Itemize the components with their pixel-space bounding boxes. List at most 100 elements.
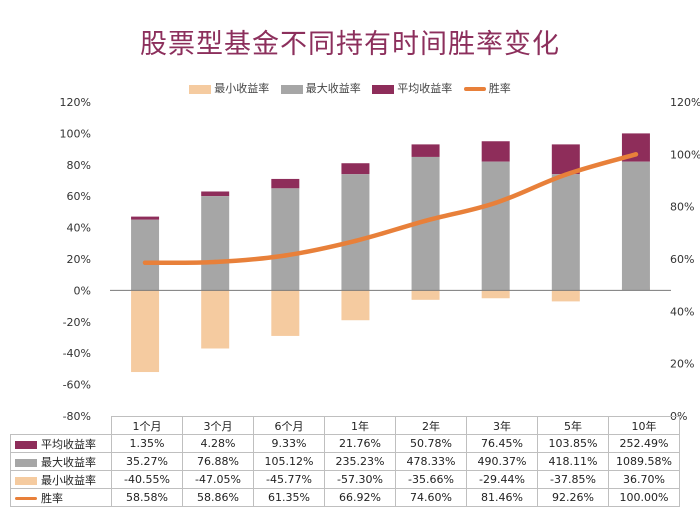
winrate-point	[142, 260, 148, 265]
table-row-label: 平均收益率	[10, 434, 112, 453]
table-cell: 66.92%	[324, 488, 396, 507]
table-row-label: 最小收益率	[10, 470, 112, 489]
bar-min-return	[131, 290, 160, 373]
legend-label-min: 最小收益率	[214, 82, 270, 95]
left-axis-tick-label: 40%	[67, 222, 91, 235]
table-row-label-text: 最小收益率	[41, 473, 96, 487]
table-row-label-text: 胜率	[41, 491, 63, 505]
left-axis-tick-label: -20%	[63, 316, 91, 329]
table-cell: 76.45%	[466, 434, 538, 453]
legend-item-avg: 平均收益率	[372, 80, 452, 96]
table-row-winrate: 胜率 58.58% 58.86% 61.35% 66.92% 74.60% 81…	[10, 488, 680, 507]
table-row-label: 最大收益率	[10, 452, 112, 471]
table-corner	[10, 416, 112, 435]
legend-item-min: 最小收益率	[189, 80, 269, 96]
bar-avg-return	[271, 178, 300, 189]
bar-max-return	[621, 161, 650, 291]
table-header-cell: 3年	[466, 416, 538, 435]
table-cell: 4.28%	[182, 434, 254, 453]
table-cell: 103.85%	[537, 434, 609, 453]
table-cell: 418.11%	[537, 452, 609, 471]
legend-item-max: 最大收益率	[280, 80, 361, 96]
legend-swatch-winrate	[463, 87, 486, 91]
right-axis-tick-label: 40%	[670, 305, 694, 318]
right-axis-tick-label: 120%	[670, 96, 700, 109]
bar-avg-return	[341, 163, 370, 175]
right-axis-tick-label: 80%	[670, 201, 694, 214]
table-cell: 100.00%	[608, 488, 680, 507]
table-cell: -57.30%	[324, 470, 396, 489]
table-row-label-text: 最大收益率	[41, 455, 96, 469]
table-cell: 74.60%	[395, 488, 467, 507]
left-axis-tick-label: 80%	[67, 159, 91, 172]
table-header-cell: 1年	[324, 416, 396, 435]
winrate-point	[283, 253, 288, 258]
winrate-point	[212, 259, 218, 265]
left-axis-tick-label: -40%	[63, 347, 91, 360]
winrate-point	[633, 152, 639, 157]
right-axis-tick-label: 20%	[670, 358, 694, 371]
legend-swatch-min	[189, 84, 212, 94]
bar-avg-return	[481, 141, 510, 162]
left-axis-tick-label: 0%	[74, 284, 91, 297]
table-cell: 478.33%	[395, 452, 467, 471]
bar-max-return	[271, 188, 300, 291]
data-table: 1个月 3个月 6个月 1年 2年 3年 5年 10年 平均收益率 1.35% …	[10, 416, 680, 507]
table-header-cell: 3个月	[182, 416, 254, 435]
table-header-cell: 6个月	[253, 416, 325, 435]
winrate-point	[353, 238, 358, 244]
table-cell: 35.27%	[111, 452, 183, 471]
winrate-point	[563, 172, 569, 177]
legend-label-avg: 平均收益率	[397, 82, 453, 95]
left-axis-tick-label: 20%	[67, 253, 91, 266]
chart-legend: 最小收益率 最大收益率 平均收益率 胜率	[0, 80, 700, 96]
table-row-max: 最大收益率 35.27% 76.88% 105.12% 235.23% 478.…	[10, 452, 680, 471]
winrate-point	[423, 218, 428, 223]
table-cell: 490.37%	[466, 452, 538, 471]
table-row-avg: 平均收益率 1.35% 4.28% 9.33% 21.76% 50.78% 76…	[10, 434, 680, 453]
table-row-categories: 1个月 3个月 6个月 1年 2年 3年 5年 10年	[10, 416, 680, 435]
bar-avg-return	[131, 216, 160, 220]
table-key-max	[15, 458, 37, 467]
table-cell: -29.44%	[466, 470, 538, 489]
table-cell: 81.46%	[466, 488, 538, 507]
left-axis-tick-label: 120%	[60, 96, 91, 109]
table-key-min	[15, 476, 37, 485]
winrate-point	[493, 200, 498, 206]
table-cell: -37.85%	[537, 470, 609, 489]
table-cell: 252.49%	[608, 434, 680, 453]
legend-swatch-max	[280, 84, 303, 94]
table-cell: 1.35%	[111, 434, 183, 453]
bar-min-return	[271, 290, 300, 336]
table-key-avg	[15, 440, 37, 449]
bar-avg-return	[411, 144, 440, 157]
bar-avg-return	[201, 191, 230, 197]
table-row-label: 胜率	[10, 488, 112, 507]
table-header-cell: 1个月	[111, 416, 183, 435]
left-axis-tick-label: 60%	[67, 190, 91, 203]
legend-item-winrate: 胜率	[463, 80, 511, 96]
table-cell: 76.88%	[182, 452, 254, 471]
table-cell: 235.23%	[324, 452, 396, 471]
table-cell: 36.70%	[608, 470, 680, 489]
table-header-cell: 5年	[537, 416, 609, 435]
table-cell: 9.33%	[253, 434, 325, 453]
bar-max-return	[551, 174, 580, 291]
table-cell: 1089.58%	[608, 452, 680, 471]
bar-max-return	[201, 196, 230, 291]
winrate-line	[142, 152, 639, 266]
bar-min-return	[201, 290, 230, 349]
table-cell: 58.86%	[182, 488, 254, 507]
legend-label-winrate: 胜率	[488, 82, 511, 95]
right-axis-tick-label: 60%	[670, 253, 694, 266]
legend-swatch-avg	[372, 84, 395, 94]
table-header-cell: 2年	[395, 416, 467, 435]
table-cell: -47.05%	[182, 470, 254, 489]
table-cell: -40.55%	[111, 470, 183, 489]
bar-max-return	[481, 161, 510, 291]
bar-max-return	[131, 219, 160, 291]
left-axis-tick-label: -60%	[63, 379, 91, 392]
table-header-cell: 10年	[608, 416, 680, 435]
table-cell: 50.78%	[395, 434, 467, 453]
table-cell: 105.12%	[253, 452, 325, 471]
